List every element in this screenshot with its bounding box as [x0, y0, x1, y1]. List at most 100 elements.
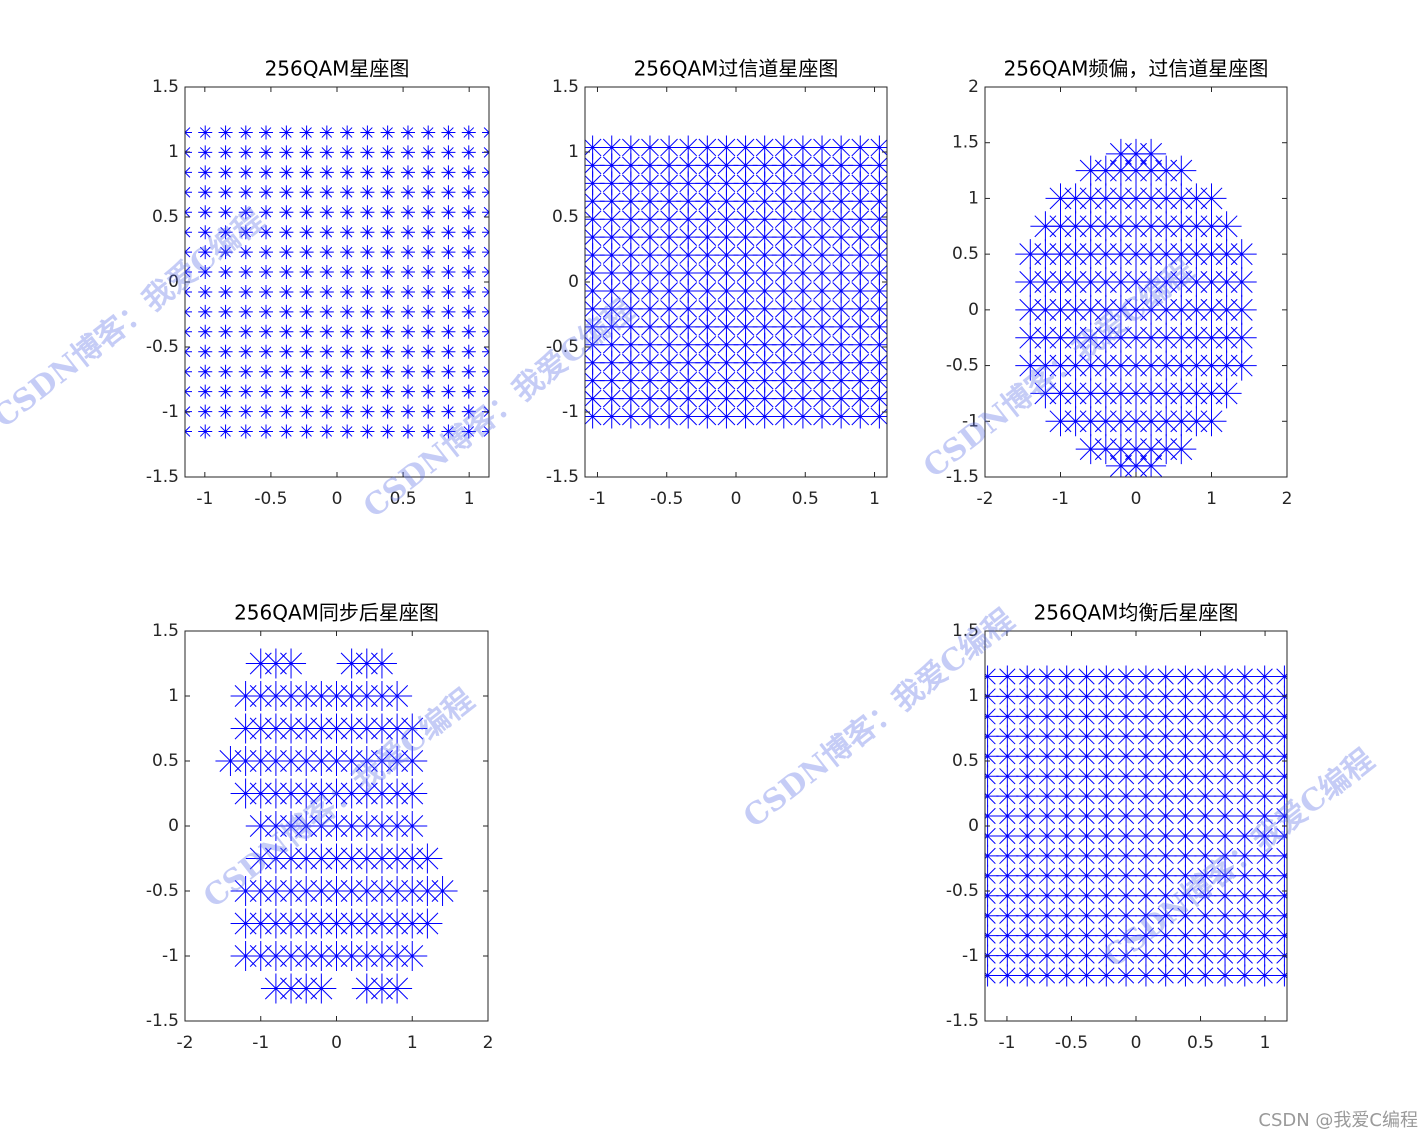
y-tick-label: -1.5	[146, 467, 179, 487]
marker	[1154, 705, 1177, 728]
marker	[461, 245, 476, 260]
marker	[771, 225, 796, 250]
marker	[1134, 685, 1157, 708]
marker	[319, 384, 334, 399]
marker	[733, 278, 758, 303]
marker	[321, 843, 352, 874]
marker	[382, 843, 413, 874]
y-tick-label: -1.5	[546, 467, 579, 487]
marker	[1055, 804, 1078, 827]
marker	[1233, 785, 1256, 808]
marker	[319, 205, 334, 220]
marker	[319, 404, 334, 419]
marker	[238, 165, 253, 180]
marker	[637, 368, 662, 393]
marker	[714, 404, 739, 429]
marker	[1194, 785, 1217, 808]
marker	[230, 876, 261, 906]
marker	[1115, 765, 1138, 788]
marker	[306, 746, 337, 776]
marker	[1273, 745, 1287, 768]
marker	[260, 681, 291, 711]
marker	[1016, 864, 1039, 887]
x-tick-label: -1	[589, 489, 606, 509]
marker	[461, 304, 476, 319]
marker	[714, 386, 739, 411]
y-tick-label: 1.5	[152, 621, 179, 641]
marker	[421, 364, 436, 379]
marker	[259, 324, 274, 339]
marker	[790, 296, 815, 321]
marker	[400, 245, 415, 260]
marker	[1055, 884, 1078, 907]
marker	[1075, 745, 1098, 768]
marker	[1016, 904, 1039, 927]
marker	[360, 165, 375, 180]
marker	[421, 344, 436, 359]
marker	[259, 225, 274, 240]
marker	[1151, 294, 1182, 325]
marker	[291, 941, 322, 971]
marker	[618, 350, 643, 375]
marker	[1211, 267, 1242, 297]
marker	[657, 278, 682, 303]
marker	[421, 304, 436, 319]
marker	[260, 876, 291, 906]
marker	[733, 261, 758, 286]
marker	[637, 189, 662, 214]
marker	[829, 189, 854, 214]
marker	[299, 185, 314, 200]
marker	[1115, 725, 1138, 748]
marker	[714, 171, 739, 196]
marker	[1055, 924, 1078, 947]
marker	[461, 424, 476, 439]
marker	[1136, 406, 1167, 437]
marker	[1196, 267, 1227, 297]
x-tick-label: 1	[1260, 1033, 1271, 1053]
marker	[1194, 725, 1217, 748]
marker	[1166, 183, 1197, 214]
marker	[319, 264, 334, 279]
marker	[771, 243, 796, 268]
marker	[848, 350, 873, 375]
marker	[867, 278, 887, 303]
marker	[245, 648, 276, 679]
marker	[637, 243, 662, 268]
marker	[599, 153, 624, 178]
marker	[351, 648, 382, 679]
marker	[421, 424, 436, 439]
marker	[1075, 434, 1106, 465]
marker	[1194, 825, 1217, 848]
marker	[421, 185, 436, 200]
marker	[259, 304, 274, 319]
marker	[291, 681, 322, 711]
marker	[306, 681, 337, 711]
marker	[618, 332, 643, 357]
marker	[1196, 294, 1227, 325]
marker	[771, 171, 796, 196]
marker	[366, 843, 397, 874]
marker	[1194, 944, 1217, 967]
x-tick-label: -1	[252, 1033, 269, 1053]
marker	[1105, 183, 1136, 214]
marker	[321, 778, 352, 809]
marker	[996, 725, 1019, 748]
marker	[1154, 725, 1177, 748]
marker	[380, 424, 395, 439]
marker	[1253, 745, 1276, 768]
marker	[867, 135, 887, 160]
marker	[1214, 785, 1237, 808]
subplot-title: 256QAM过信道星座图	[634, 57, 839, 81]
marker	[238, 185, 253, 200]
marker	[1035, 725, 1058, 748]
marker	[1105, 450, 1136, 477]
marker	[279, 384, 294, 399]
marker	[218, 165, 233, 180]
marker	[1075, 785, 1098, 808]
marker	[1105, 155, 1136, 186]
marker	[695, 350, 720, 375]
marker	[1154, 685, 1177, 708]
marker	[585, 207, 605, 232]
marker	[1233, 944, 1256, 967]
marker	[400, 225, 415, 240]
